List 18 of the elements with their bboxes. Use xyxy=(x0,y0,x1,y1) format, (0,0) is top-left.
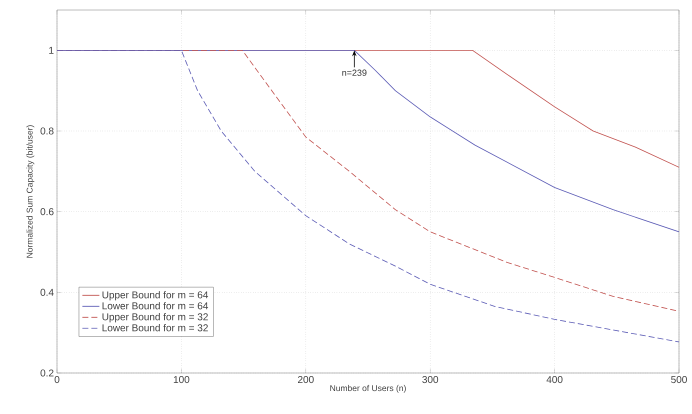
y-tick-label: 0.6 xyxy=(40,208,54,216)
x-tick-label: 500 xyxy=(671,376,687,384)
x-tick-label: 200 xyxy=(298,376,314,384)
y-tick-label: 1 xyxy=(49,46,54,54)
x-axis-title: Number of Users (n) xyxy=(330,384,406,393)
annotation: n=239 xyxy=(342,70,366,76)
x-tick-label: 100 xyxy=(174,376,190,384)
y-tick-label: 0.8 xyxy=(40,127,54,135)
legend-label: Upper Bound for m = 64 xyxy=(102,291,208,300)
legend-label: Lower Bound for m = 32 xyxy=(102,324,208,332)
x-tick-label: 400 xyxy=(546,376,563,384)
x-tick-label: 300 xyxy=(422,376,438,384)
legend-label: Upper Bound for m = 32 xyxy=(102,313,208,322)
y-tick-label: 0.4 xyxy=(40,288,54,296)
y-axis-title: Normalized Sum Capacity (bit/user) xyxy=(26,125,34,258)
legend-label: Lower Bound for m = 64 xyxy=(102,302,208,310)
x-tick-label: 0 xyxy=(54,376,60,384)
y-tick-label: 0.2 xyxy=(40,369,54,377)
